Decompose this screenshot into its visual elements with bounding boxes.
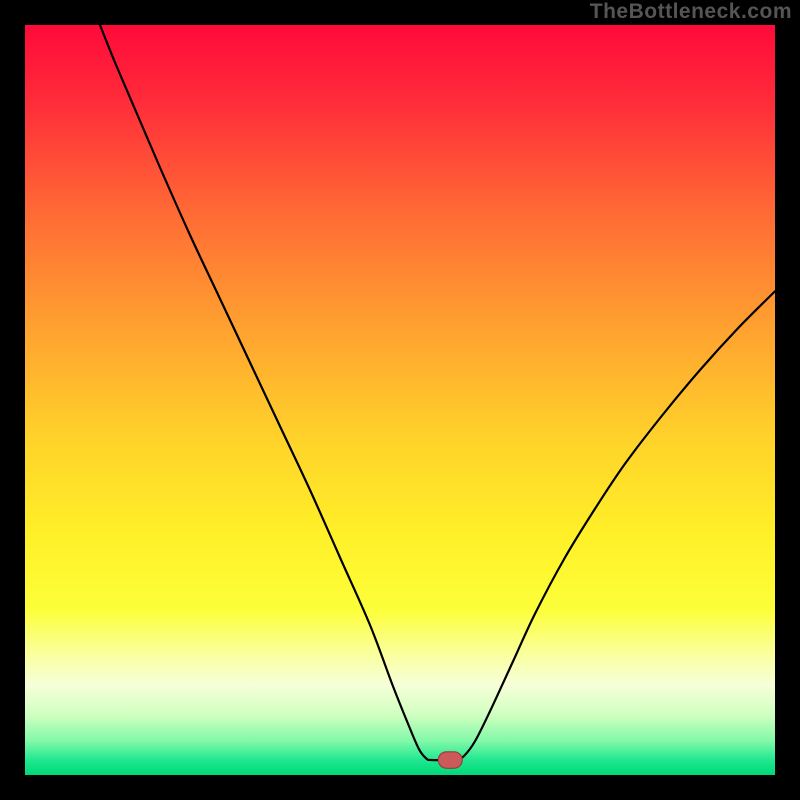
bottleneck-curve-chart [25, 25, 775, 775]
optimal-point-marker [438, 752, 462, 769]
chart-container: TheBottleneck.com [0, 0, 800, 800]
plot-area [25, 25, 775, 775]
attribution-text: TheBottleneck.com [590, 0, 792, 24]
gradient-background [25, 25, 775, 775]
